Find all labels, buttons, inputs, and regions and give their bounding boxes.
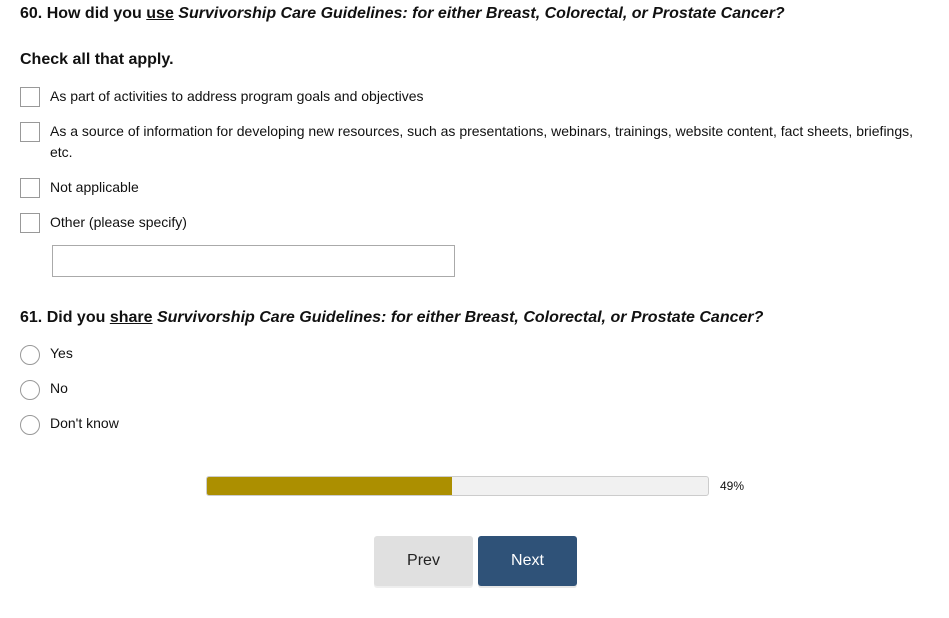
option-label[interactable]: As a source of information for developin… [50,123,914,139]
checkbox-option-2[interactable] [20,122,40,142]
option-label[interactable]: Yes [50,345,73,361]
option-label[interactable]: Other (please specify) [50,214,187,230]
option-label[interactable]: Don't know [50,415,119,431]
option-label[interactable]: No [50,380,68,396]
question-prefix: How did you [46,5,142,22]
radio-yes[interactable] [20,345,40,365]
radio-dont-know[interactable] [20,415,40,435]
question-61-title: 61. Did you share Survivorship Care Guid… [20,309,763,327]
prev-button[interactable]: Prev [374,536,473,586]
question-hint: Check all that apply. [20,51,174,68]
option-label[interactable]: As part of activities to address program… [50,88,424,104]
progress-bar [206,476,709,496]
question-emphasis: use [146,5,174,22]
question-topic: Survivorship Care Guidelines: for either… [156,309,764,326]
checkbox-other[interactable] [20,213,40,233]
checkbox-option-1[interactable] [20,87,40,107]
option-label-continued[interactable]: etc. [50,144,73,160]
question-number: 61. [20,309,43,326]
question-number: 60. [20,5,43,22]
radio-no[interactable] [20,380,40,400]
question-topic: Survivorship Care Guidelines: for either… [178,5,785,22]
option-label[interactable]: Not applicable [50,179,139,195]
next-button[interactable]: Next [478,536,577,586]
progress-fill [207,477,453,495]
question-prefix: Did you [46,309,106,326]
question-60-title: 60. How did you use Survivorship Care Gu… [20,5,785,23]
checkbox-not-applicable[interactable] [20,178,40,198]
other-specify-input[interactable] [52,245,455,277]
question-emphasis: share [109,309,153,326]
progress-percent: 49% [720,479,745,493]
